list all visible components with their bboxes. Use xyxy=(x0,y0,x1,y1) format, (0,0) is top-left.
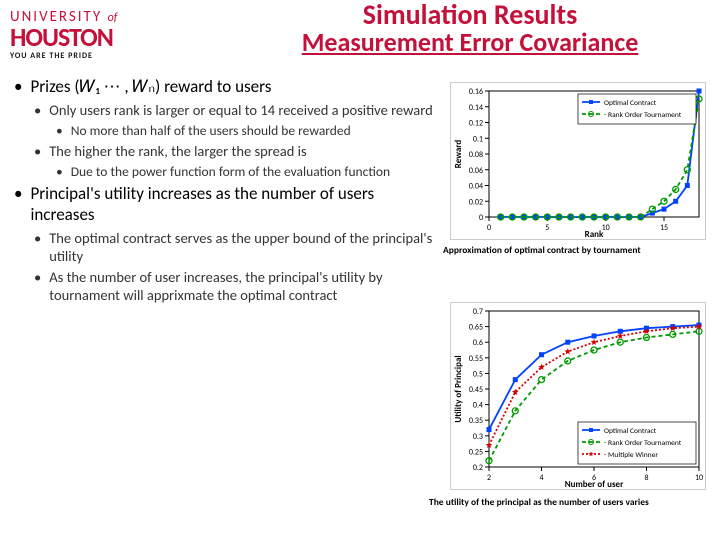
bullet-l2: • Due to the power function form of the e… xyxy=(56,163,440,180)
svg-text:0.16: 0.16 xyxy=(469,87,483,97)
svg-text:0: 0 xyxy=(487,223,491,233)
svg-text:Number of user: Number of user xyxy=(565,479,624,490)
bullet-glyph: • xyxy=(34,268,41,304)
svg-text:0.6: 0.6 xyxy=(473,338,483,348)
svg-text:- Rank Order Tournament: - Rank Order Tournament xyxy=(604,111,682,120)
svg-text:0.65: 0.65 xyxy=(469,323,483,333)
svg-text:15: 15 xyxy=(660,223,668,233)
svg-text:0.7: 0.7 xyxy=(473,307,483,317)
bullet-glyph: • xyxy=(56,122,63,139)
svg-text:0.14: 0.14 xyxy=(469,103,483,113)
svg-text:0.1: 0.1 xyxy=(473,134,483,144)
svg-text:Optimal Contract: Optimal Contract xyxy=(604,427,657,436)
svg-text:0: 0 xyxy=(479,213,483,223)
slide-header: Simulation Results Measurement Error Cov… xyxy=(220,0,720,57)
uh-logo: UNIVERSITY of HOUSTON YOU ARE THE PRIDE xyxy=(0,0,215,70)
svg-text:- Rank Order Tournament: - Rank Order Tournament xyxy=(604,439,682,448)
svg-text:0.3: 0.3 xyxy=(473,432,483,442)
bullet-l2: • No more than half of the users should b… xyxy=(56,122,440,139)
svg-text:0.5: 0.5 xyxy=(473,369,483,379)
bullet-l1: • The higher the rank, the larger the spr… xyxy=(34,142,440,160)
svg-text:0.12: 0.12 xyxy=(469,119,483,129)
svg-text:0.35: 0.35 xyxy=(469,416,483,426)
svg-text:8: 8 xyxy=(644,473,648,483)
svg-text:0.55: 0.55 xyxy=(469,354,483,364)
bullet-glyph: • xyxy=(34,101,41,119)
svg-text:0.45: 0.45 xyxy=(469,385,483,395)
bullet-text: Only users rank is larger or equal to 14… xyxy=(49,101,432,119)
chart-utility-vs-users: 2468100.20.250.30.350.40.450.50.550.60.6… xyxy=(450,302,706,490)
bullet-l1: •The optimal contract serves as the uppe… xyxy=(34,229,440,265)
bullet-l0: •Principal's utility increases as the nu… xyxy=(14,183,440,225)
bullet-text: The optimal contract serves as the upper… xyxy=(49,229,440,265)
chart1-caption: Approximation of optimal contract by tou… xyxy=(443,244,718,256)
bullet-text: Prizes (𝑊₁ ⋯ , 𝑊ₙ) reward to users xyxy=(30,76,271,97)
bullet-glyph: • xyxy=(56,163,63,180)
bullet-l1: • Only users rank is larger or equal to 1… xyxy=(34,101,440,119)
bullet-glyph: • xyxy=(14,183,22,225)
bullet-text: No more than half of the users should be… xyxy=(71,122,351,139)
svg-text:Utility of Principal: Utility of Principal xyxy=(453,355,464,422)
slide-title: Simulation Results xyxy=(220,0,720,29)
svg-text:0.2: 0.2 xyxy=(473,463,483,473)
svg-text:0.04: 0.04 xyxy=(469,182,483,192)
bullet-l1: •As the number of user increases, the pr… xyxy=(34,268,440,304)
svg-text:- Multiple Winner: - Multiple Winner xyxy=(604,451,658,460)
bullet-text: Principal's utility increases as the num… xyxy=(30,183,440,225)
svg-text:0.25: 0.25 xyxy=(469,447,483,457)
svg-text:2: 2 xyxy=(487,473,491,483)
logo-houston: HOUSTON xyxy=(10,26,205,49)
slide-root: UNIVERSITY of HOUSTON YOU ARE THE PRIDE … xyxy=(0,0,720,540)
svg-text:5: 5 xyxy=(545,223,549,233)
bullet-l0: • Prizes (𝑊₁ ⋯ , 𝑊ₙ) reward to users xyxy=(14,76,440,97)
chart-reward-vs-rank: 05101500.020.040.060.080.10.120.140.16Ra… xyxy=(450,82,706,240)
svg-text:Rank: Rank xyxy=(585,229,604,240)
slide-subtitle: Measurement Error Covariance xyxy=(220,29,720,56)
bullet-list: • Prizes (𝑊₁ ⋯ , 𝑊ₙ) reward to users • Only… xyxy=(10,74,440,307)
bullet-text: The higher the rank, the larger the spre… xyxy=(49,142,306,160)
svg-text:4: 4 xyxy=(539,473,543,483)
svg-text:0.06: 0.06 xyxy=(469,166,483,176)
chart2-caption: The utility of the principal as the numb… xyxy=(429,496,714,508)
svg-text:0.02: 0.02 xyxy=(469,197,483,207)
svg-text:0.08: 0.08 xyxy=(469,150,483,160)
svg-text:Optimal Contract: Optimal Contract xyxy=(604,99,657,108)
bullet-glyph: • xyxy=(14,76,22,97)
svg-text:Reward: Reward xyxy=(453,140,464,169)
bullet-text: Due to the power function form of the ev… xyxy=(71,163,390,180)
bullet-glyph: • xyxy=(34,229,41,265)
svg-text:10: 10 xyxy=(695,473,703,483)
bullet-glyph: • xyxy=(34,142,41,160)
svg-text:0.4: 0.4 xyxy=(473,401,483,411)
bullet-text: As the number of user increases, the pri… xyxy=(49,268,440,304)
